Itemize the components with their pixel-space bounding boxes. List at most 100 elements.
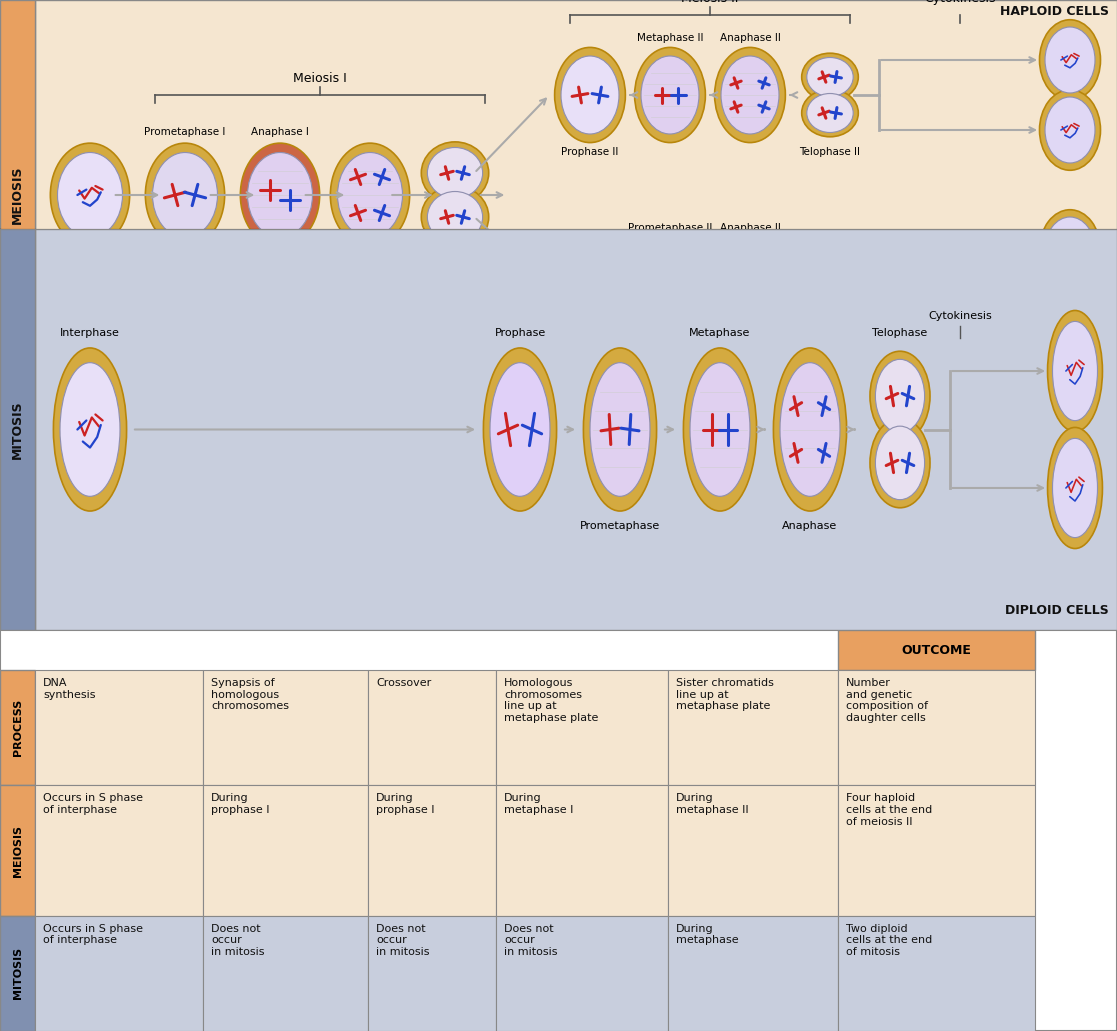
- Ellipse shape: [1046, 287, 1095, 353]
- Text: Prophase: Prophase: [495, 328, 545, 337]
- Ellipse shape: [1040, 279, 1100, 360]
- Text: Sister chromatids
line up at
metaphase plate: Sister chromatids line up at metaphase p…: [676, 678, 774, 711]
- Text: Does not
occur
in mitosis: Does not occur in mitosis: [376, 924, 430, 957]
- Bar: [35, 786, 203, 916]
- Text: Metaphase II: Metaphase II: [637, 33, 704, 43]
- Text: Meiosis I: Meiosis I: [293, 72, 347, 85]
- Bar: [203, 916, 367, 1031]
- Ellipse shape: [802, 54, 858, 101]
- Bar: [367, 670, 496, 786]
- Bar: [35, 916, 203, 1031]
- Ellipse shape: [1046, 97, 1095, 163]
- Ellipse shape: [561, 56, 619, 134]
- Text: During
prophase I: During prophase I: [376, 794, 435, 816]
- Text: Crossover: Crossover: [376, 678, 431, 688]
- Ellipse shape: [1046, 217, 1095, 282]
- Ellipse shape: [720, 56, 779, 134]
- Ellipse shape: [590, 363, 650, 496]
- Ellipse shape: [876, 360, 925, 433]
- Ellipse shape: [421, 142, 489, 204]
- Ellipse shape: [490, 363, 550, 496]
- Ellipse shape: [802, 90, 858, 137]
- Text: Telophase I: Telophase I: [426, 250, 484, 260]
- Text: Metaphase I: Metaphase I: [248, 250, 312, 260]
- Text: HAPLOID CELLS: HAPLOID CELLS: [1000, 5, 1109, 18]
- Ellipse shape: [1052, 438, 1098, 537]
- Text: Cytokinesis: Cytokinesis: [424, 262, 485, 272]
- Ellipse shape: [634, 47, 705, 142]
- Text: Synapsis of
homologous
chromosomes: Synapsis of homologous chromosomes: [211, 678, 289, 711]
- Ellipse shape: [806, 247, 853, 287]
- Text: Cytokinesis: Cytokinesis: [924, 0, 995, 5]
- Ellipse shape: [1046, 27, 1095, 93]
- Ellipse shape: [802, 279, 858, 327]
- Text: MITOSIS: MITOSIS: [12, 947, 22, 999]
- Bar: [668, 786, 838, 916]
- Ellipse shape: [870, 419, 930, 507]
- Text: During
metaphase: During metaphase: [676, 924, 738, 945]
- Ellipse shape: [806, 94, 853, 133]
- Text: MEIOSIS: MEIOSIS: [12, 825, 22, 876]
- Text: Anaphase: Anaphase: [782, 522, 838, 531]
- Bar: [0, 229, 35, 630]
- Text: Occurs in S phase
of interphase: Occurs in S phase of interphase: [42, 794, 143, 816]
- Text: Occurs in S phase
of interphase: Occurs in S phase of interphase: [42, 924, 143, 945]
- Ellipse shape: [641, 246, 699, 324]
- Ellipse shape: [1048, 428, 1102, 548]
- Text: Prometaphase I: Prometaphase I: [144, 127, 226, 137]
- Text: MITOSIS: MITOSIS: [11, 400, 23, 459]
- Bar: [0, 916, 35, 1031]
- Ellipse shape: [240, 143, 319, 246]
- Bar: [367, 916, 496, 1031]
- Text: MEIOSIS: MEIOSIS: [11, 166, 23, 225]
- Text: Metaphase: Metaphase: [689, 328, 751, 337]
- Ellipse shape: [421, 186, 489, 248]
- Bar: [668, 916, 838, 1031]
- Ellipse shape: [690, 363, 750, 496]
- Ellipse shape: [54, 348, 126, 511]
- Bar: [838, 630, 1035, 670]
- Text: Prometaphase II: Prometaphase II: [628, 223, 713, 233]
- Ellipse shape: [484, 348, 556, 511]
- Text: Telophase II: Telophase II: [800, 147, 860, 157]
- Text: Cytokinesis: Cytokinesis: [800, 337, 860, 347]
- Text: Cytokinesis: Cytokinesis: [928, 311, 992, 321]
- Ellipse shape: [145, 143, 225, 246]
- Ellipse shape: [634, 237, 705, 333]
- Ellipse shape: [60, 363, 120, 496]
- Bar: [35, 670, 203, 786]
- Text: Two diploid
cells at the end
of mitosis: Two diploid cells at the end of mitosis: [846, 924, 933, 957]
- Text: Homologous
chromosomes
line up at
metaphase plate: Homologous chromosomes line up at metaph…: [504, 678, 599, 723]
- Bar: [496, 786, 668, 916]
- Ellipse shape: [720, 246, 779, 324]
- Ellipse shape: [715, 47, 785, 142]
- Ellipse shape: [876, 426, 925, 500]
- Ellipse shape: [1040, 209, 1100, 291]
- Ellipse shape: [57, 153, 123, 237]
- Ellipse shape: [773, 348, 847, 511]
- Bar: [203, 786, 367, 916]
- Bar: [838, 670, 1035, 786]
- Bar: [496, 916, 668, 1031]
- Text: Prometaphase: Prometaphase: [580, 522, 660, 531]
- Text: Number
and genetic
composition of
daughter cells: Number and genetic composition of daught…: [846, 678, 928, 723]
- Bar: [0, 0, 35, 390]
- Bar: [838, 786, 1035, 916]
- Text: Anaphase II: Anaphase II: [719, 223, 781, 233]
- Text: DIPLOID CELLS: DIPLOID CELLS: [1005, 603, 1109, 617]
- Text: Four haploid
cells at the end
of meiosis II: Four haploid cells at the end of meiosis…: [846, 794, 933, 827]
- Text: Meiosis II: Meiosis II: [681, 0, 738, 5]
- Text: Telophase: Telophase: [872, 328, 927, 337]
- Ellipse shape: [641, 56, 699, 134]
- Bar: [668, 670, 838, 786]
- Ellipse shape: [555, 237, 626, 333]
- Text: Prophase I: Prophase I: [157, 250, 212, 260]
- Text: During
metaphase I: During metaphase I: [504, 794, 573, 816]
- Ellipse shape: [555, 47, 626, 142]
- Ellipse shape: [806, 58, 853, 97]
- Ellipse shape: [684, 348, 756, 511]
- Ellipse shape: [806, 284, 853, 323]
- Ellipse shape: [331, 143, 410, 246]
- Bar: [203, 670, 367, 786]
- Ellipse shape: [50, 143, 130, 246]
